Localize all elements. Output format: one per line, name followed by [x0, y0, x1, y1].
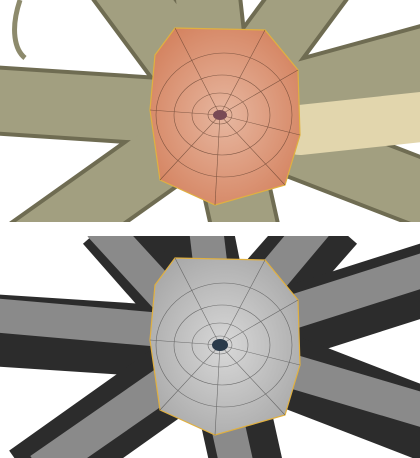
thin-strand [12, 0, 27, 60]
wireframe [149, 257, 301, 436]
textured-render [0, 0, 420, 222]
center-hole [212, 339, 228, 351]
wireframe [149, 27, 301, 206]
shaded-render [0, 236, 420, 458]
center-hole [213, 110, 227, 120]
